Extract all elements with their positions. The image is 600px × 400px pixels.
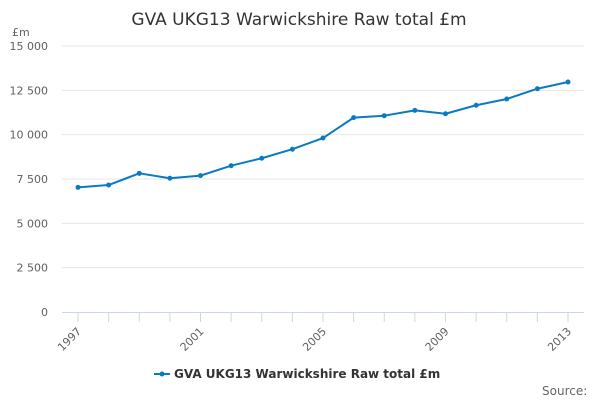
- legend-item-label: GVA UKG13 Warwickshire Raw total £m: [174, 367, 440, 381]
- data-point-2005[interactable]: [320, 135, 326, 141]
- data-point-2010[interactable]: [473, 102, 479, 108]
- data-point-2000[interactable]: [167, 175, 173, 181]
- data-point-1998[interactable]: [106, 182, 112, 188]
- y-axis-unit-label: £m: [12, 26, 30, 39]
- data-point-2007[interactable]: [381, 113, 387, 119]
- data-point-2006[interactable]: [351, 115, 357, 121]
- data-point-1999[interactable]: [136, 170, 142, 176]
- data-point-2009[interactable]: [443, 111, 448, 117]
- data-point-2008[interactable]: [412, 107, 418, 113]
- y-tick-label: 10 000: [10, 129, 49, 142]
- legend[interactable]: GVA UKG13 Warwickshire Raw total £m: [154, 367, 440, 381]
- data-point-2013[interactable]: [565, 79, 571, 85]
- x-tick-label: 2009: [423, 325, 452, 354]
- x-tick-label: 2001: [178, 325, 207, 354]
- y-tick-label: 5 000: [17, 217, 49, 230]
- x-tick-label: 1997: [55, 325, 84, 354]
- data-point-2011[interactable]: [504, 96, 510, 102]
- data-point-2001[interactable]: [198, 173, 203, 179]
- chart-title: GVA UKG13 Warwickshire Raw total £m: [131, 10, 466, 30]
- data-point-2003[interactable]: [259, 155, 265, 161]
- x-tick-label: 2005: [300, 325, 329, 354]
- y-tick-label: 0: [41, 306, 48, 319]
- data-point-2004[interactable]: [289, 146, 295, 152]
- y-tick-label: 2 500: [17, 262, 49, 275]
- x-tick-label: 2013: [545, 325, 574, 354]
- y-tick-label: 12 500: [10, 84, 49, 97]
- data-point-2002[interactable]: [228, 163, 234, 169]
- y-tick-label: 7 500: [17, 173, 49, 186]
- data-point-2012[interactable]: [534, 86, 540, 92]
- legend-marker: [159, 371, 165, 377]
- y-tick-label: 15 000: [10, 40, 49, 53]
- data-point-1997[interactable]: [75, 184, 81, 190]
- source-label: Source:: [542, 384, 587, 398]
